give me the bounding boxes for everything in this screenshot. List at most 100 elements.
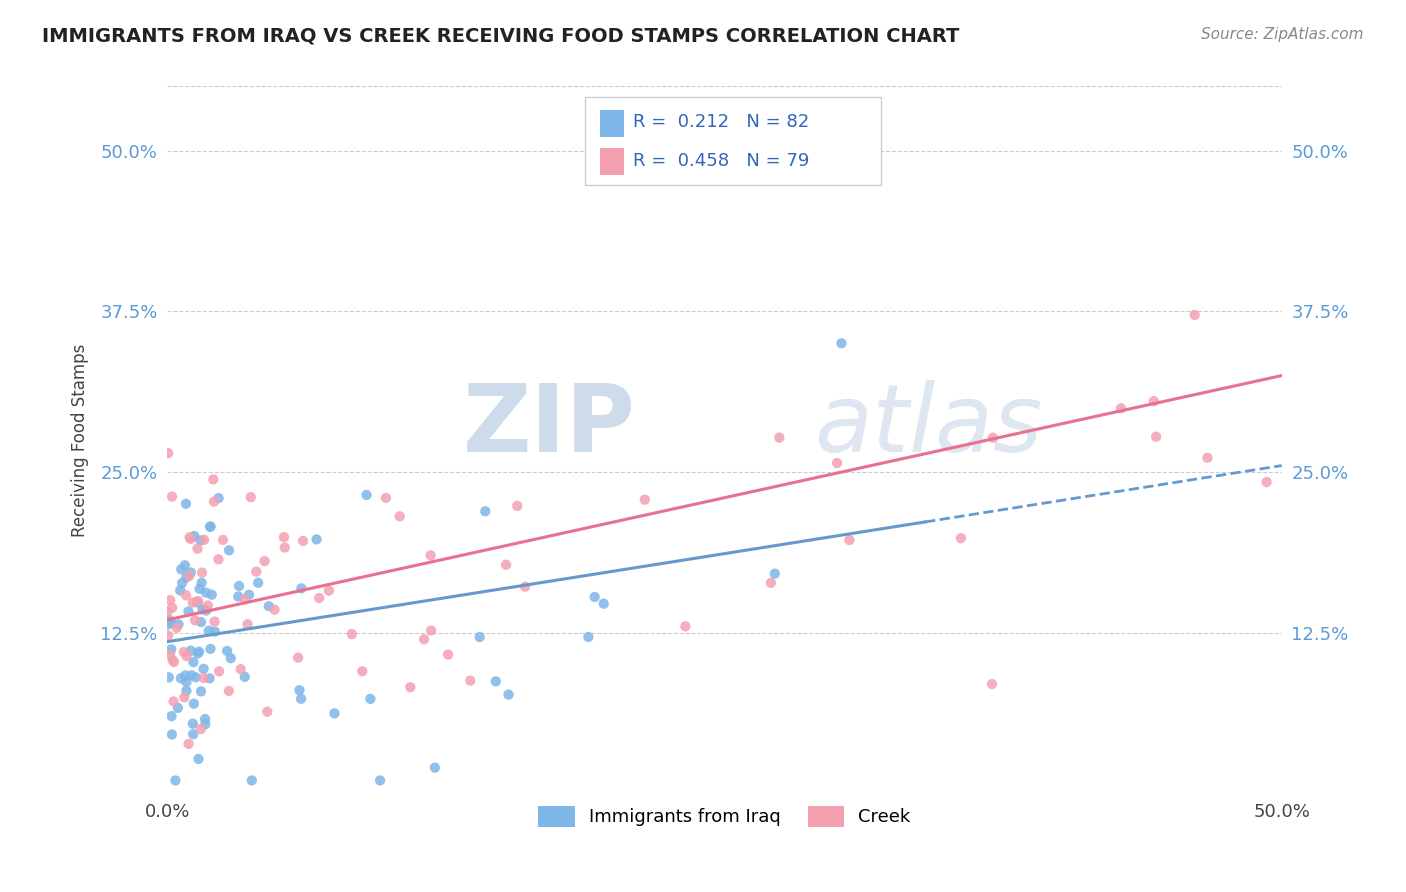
Point (181, 727, 204, 741)
Point (198, 671, 221, 685)
Point (830, 336, 852, 351)
Point (174, 588, 197, 602)
Point (193, 533, 215, 547)
Text: IMMIGRANTS FROM IRAQ VS CREEK RECEIVING FOOD STAMPS CORRELATION CHART: IMMIGRANTS FROM IRAQ VS CREEK RECEIVING … (42, 27, 959, 45)
Point (195, 603, 218, 617)
Point (201, 588, 224, 602)
Point (190, 575, 212, 590)
Point (184, 670, 207, 684)
Point (181, 716, 204, 731)
Point (495, 558, 517, 572)
Point (180, 566, 202, 580)
Point (186, 541, 208, 556)
Point (170, 576, 193, 591)
Point (176, 675, 198, 690)
Point (202, 472, 225, 486)
Point (1109, 401, 1132, 416)
Point (186, 595, 208, 609)
Point (208, 665, 231, 679)
Point (318, 583, 340, 598)
Point (288, 683, 311, 698)
Point (173, 645, 195, 659)
Point (759, 575, 782, 590)
Point (159, 593, 181, 607)
Point (190, 615, 212, 629)
Point (202, 494, 225, 508)
Point (352, 665, 374, 679)
Point (160, 642, 183, 657)
Point (368, 773, 391, 788)
Y-axis label: Receiving Food Stamps: Receiving Food Stamps (72, 343, 89, 537)
Point (240, 773, 263, 788)
Point (156, 605, 179, 619)
Point (273, 530, 295, 544)
Point (253, 554, 276, 568)
Point (194, 717, 217, 731)
Point (177, 604, 200, 618)
Point (219, 651, 242, 665)
Point (468, 630, 491, 644)
Point (190, 722, 212, 736)
Point (159, 613, 181, 627)
Point (157, 670, 180, 684)
Point (256, 705, 278, 719)
Point (195, 585, 218, 599)
Point (287, 650, 309, 665)
Point (194, 712, 217, 726)
Point (413, 632, 436, 647)
Point (174, 668, 197, 682)
Point (187, 646, 209, 660)
Point (197, 624, 219, 638)
Point (513, 580, 536, 594)
Point (193, 671, 215, 685)
Point (218, 684, 240, 698)
Text: Source: ZipAtlas.com: Source: ZipAtlas.com (1201, 27, 1364, 42)
Point (163, 655, 186, 669)
Point (583, 590, 606, 604)
Point (263, 603, 285, 617)
Point (592, 597, 614, 611)
Point (485, 674, 508, 689)
Point (156, 617, 179, 632)
Point (204, 624, 226, 639)
Point (160, 615, 183, 630)
Point (162, 694, 184, 708)
Point (190, 684, 212, 698)
Point (212, 533, 235, 547)
Point (162, 653, 184, 667)
Point (673, 619, 696, 633)
Point (166, 621, 188, 635)
Point (229, 662, 252, 676)
Point (160, 600, 183, 615)
Point (239, 490, 262, 504)
Point (174, 570, 197, 584)
Point (423, 761, 446, 775)
Point (218, 543, 240, 558)
Point (187, 594, 209, 608)
Point (506, 499, 529, 513)
Point (179, 530, 201, 544)
Point (257, 599, 280, 614)
Point (183, 529, 205, 543)
Point (768, 431, 790, 445)
Point (180, 643, 202, 657)
Point (228, 579, 250, 593)
Point (825, 456, 848, 470)
Point (498, 688, 520, 702)
Point (169, 583, 191, 598)
Bar (600, 148, 624, 176)
Point (167, 701, 190, 715)
Point (191, 566, 214, 580)
Point (190, 533, 212, 548)
Point (763, 566, 786, 581)
Point (419, 549, 441, 563)
Point (290, 582, 312, 596)
Point (420, 624, 443, 638)
Point (838, 533, 860, 547)
Point (188, 582, 211, 596)
Point (245, 565, 267, 579)
Point (217, 644, 239, 658)
Point (578, 630, 600, 644)
Point (180, 532, 202, 546)
Point (460, 673, 482, 688)
